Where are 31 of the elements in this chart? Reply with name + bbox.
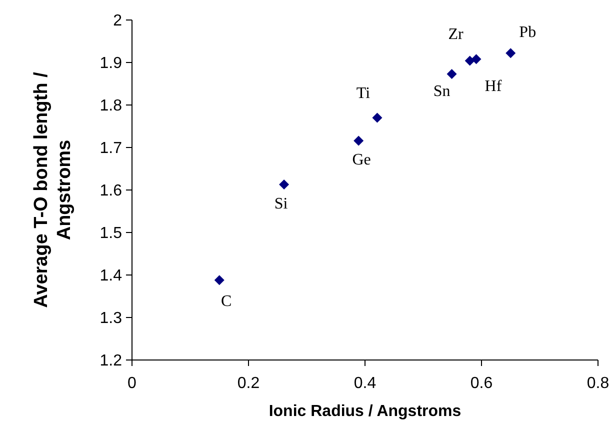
annotation: Ti	[356, 84, 371, 102]
x-tick-label: 0	[128, 375, 137, 392]
annotation: Sn	[433, 82, 450, 100]
y-tick-label: 1.6	[100, 182, 122, 200]
point	[372, 112, 382, 123]
y-tick-label: 1.3	[100, 310, 122, 328]
point	[446, 68, 457, 79]
annotation: Hf	[484, 78, 502, 96]
x-axis-title: Ionic Radius / Angstroms	[268, 403, 462, 420]
annotation: C	[221, 293, 232, 310]
annotation: Pb	[519, 24, 536, 42]
x-tick-label: 0.8	[586, 375, 610, 392]
x-tick-label: 0.4	[354, 375, 376, 392]
annotation: Zr	[448, 26, 464, 43]
y-tick-label: 2	[113, 12, 122, 30]
point	[471, 54, 482, 64]
point	[506, 48, 516, 58]
y-tick-label: 1.4	[100, 268, 122, 285]
y-axis-title: Average T-O bond length / Angstroms	[31, 71, 75, 308]
point	[279, 179, 290, 190]
y-tick-label: 1.2	[100, 352, 122, 370]
y-tick-label: 1.5	[100, 225, 122, 242]
y-tick-label: 1.9	[100, 55, 122, 72]
x-tick-label: 0.6	[470, 375, 493, 392]
y-tick-label: 1.7	[100, 140, 122, 158]
annotation: Si	[274, 195, 288, 212]
point	[214, 275, 224, 286]
y-tick-label: 1.8	[100, 98, 122, 115]
x-tick-label: 0.2	[237, 375, 260, 392]
annotation: Ge	[352, 152, 371, 169]
point	[354, 136, 364, 146]
